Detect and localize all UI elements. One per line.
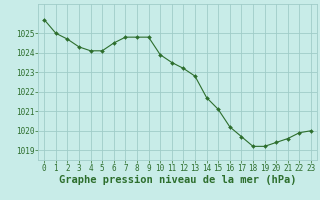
X-axis label: Graphe pression niveau de la mer (hPa): Graphe pression niveau de la mer (hPa) bbox=[59, 175, 296, 185]
